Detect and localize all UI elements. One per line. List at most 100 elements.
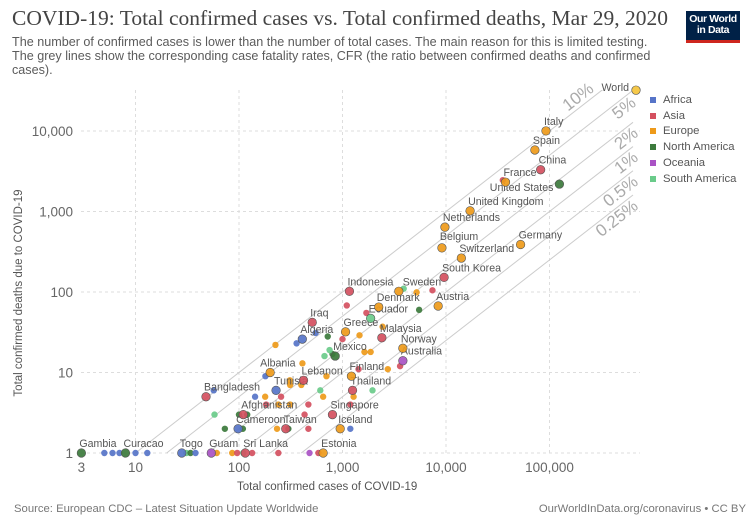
data-point[interactable] [221,425,229,432]
data-point[interactable] [261,393,269,400]
data-point[interactable] [330,351,340,361]
data-point[interactable] [275,401,282,408]
data-point[interactable] [132,449,139,457]
data-point[interactable] [299,360,306,367]
data-point[interactable] [344,286,355,296]
data-point[interactable] [377,333,387,343]
license-link[interactable]: OurWorldInData.org/coronavirus • CC BY [538,503,746,515]
data-point[interactable] [187,449,194,457]
data-point[interactable] [429,287,436,294]
data-point[interactable] [306,449,313,457]
data-point[interactable] [433,301,443,311]
data-point[interactable] [440,222,450,232]
owid-logo[interactable]: Our World in Data [686,11,740,43]
data-point[interactable] [265,367,275,378]
data-point[interactable] [347,401,354,408]
data-point[interactable] [343,302,350,309]
data-point[interactable] [374,302,384,312]
data-point[interactable] [324,333,331,340]
data-point[interactable] [101,449,108,457]
data-point[interactable] [262,401,270,408]
data-point[interactable] [116,449,123,457]
data-point[interactable] [240,448,250,458]
data-point[interactable] [394,286,404,296]
legend-item-north-america[interactable]: North America [650,139,736,155]
data-point[interactable] [277,393,285,400]
data-point[interactable] [355,365,362,373]
data-point[interactable] [327,409,338,420]
legend-item-asia[interactable]: Asia [650,108,736,124]
data-point[interactable] [347,425,354,432]
data-point[interactable] [144,449,151,457]
data-point[interactable] [251,393,259,400]
data-point[interactable] [273,425,281,432]
data-point[interactable] [229,449,236,457]
data-point[interactable] [465,206,475,216]
data-point[interactable] [339,335,346,343]
data-point[interactable] [286,377,294,384]
data-point[interactable] [530,145,540,155]
data-point[interactable] [201,392,211,402]
data-point[interactable] [206,448,216,458]
data-point[interactable] [321,352,328,360]
data-point[interactable] [361,348,368,356]
data-point[interactable] [456,253,466,263]
data-point[interactable] [109,449,116,457]
data-point[interactable] [301,411,308,418]
data-point[interactable] [439,272,449,282]
data-point[interactable] [286,401,294,408]
data-point[interactable] [293,340,300,347]
data-point[interactable] [356,332,363,339]
data-point[interactable] [379,323,386,330]
data-point[interactable] [281,424,291,434]
data-point[interactable] [272,341,279,349]
data-point[interactable] [275,449,282,457]
data-point[interactable] [500,177,511,187]
data-point[interactable] [210,387,217,394]
data-point[interactable] [318,448,328,458]
data-point[interactable] [541,126,551,136]
data-point[interactable] [415,306,423,314]
data-point[interactable] [120,448,131,458]
data-point[interactable] [305,425,312,432]
data-point[interactable] [319,393,327,400]
data-point[interactable] [233,424,243,434]
data-point[interactable] [369,387,376,394]
data-point[interactable] [297,334,307,344]
data-point[interactable] [384,365,392,373]
data-point[interactable] [366,313,376,323]
data-point[interactable] [76,448,86,458]
data-point[interactable] [347,385,358,395]
data-point[interactable] [192,449,199,457]
data-point[interactable] [298,375,309,385]
data-point[interactable] [317,387,324,394]
data-point[interactable] [554,179,565,189]
data-point[interactable] [238,409,248,420]
data-point[interactable] [367,348,374,356]
legend-item-europe[interactable]: Europe [650,124,736,140]
data-point[interactable] [340,327,351,337]
data-point[interactable] [335,424,345,434]
data-point[interactable] [350,393,357,400]
data-point[interactable] [211,411,218,418]
data-point[interactable] [177,448,187,458]
data-point[interactable] [233,449,241,457]
legend-item-south-america[interactable]: South America [650,171,736,187]
data-point[interactable] [363,309,370,317]
data-point[interactable] [515,239,526,250]
data-point[interactable] [346,371,357,381]
legend-item-africa[interactable]: Africa [650,92,736,108]
data-point[interactable] [536,165,546,175]
data-point[interactable] [307,317,317,327]
data-point[interactable] [271,385,281,395]
data-point[interactable] [286,381,294,389]
data-point[interactable] [323,372,330,380]
data-point[interactable] [398,356,408,366]
data-point[interactable] [398,343,408,353]
data-point[interactable] [631,85,641,95]
legend-item-oceania[interactable]: Oceania [650,155,736,171]
data-point[interactable] [413,289,420,296]
data-point[interactable] [437,243,447,253]
data-point[interactable] [326,346,333,354]
data-point[interactable] [248,449,256,457]
